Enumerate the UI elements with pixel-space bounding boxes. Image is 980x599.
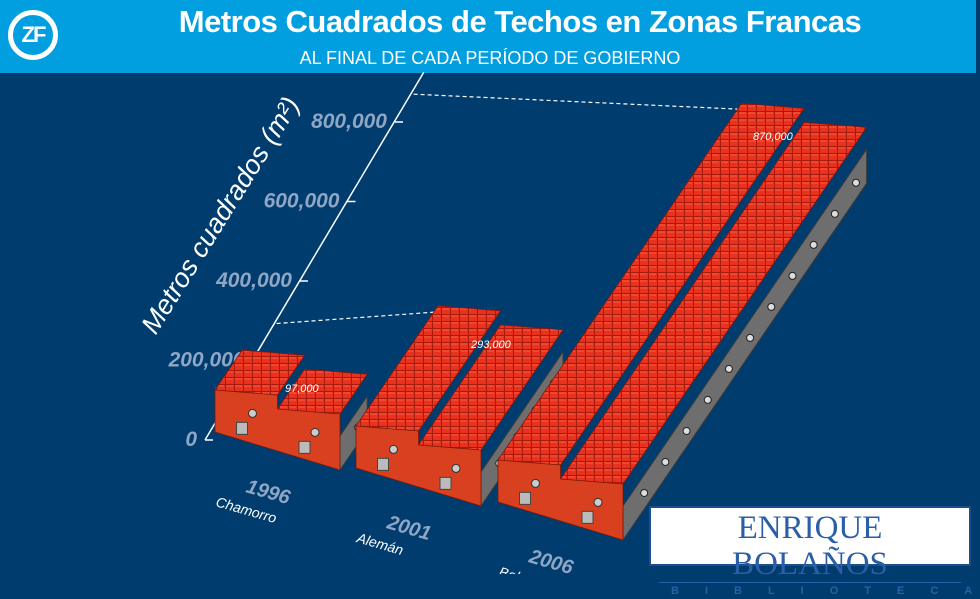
building-1996 xyxy=(214,349,368,472)
reference-line xyxy=(276,311,439,325)
side-porthole xyxy=(767,302,776,311)
y-tick-label: 400,000 xyxy=(215,269,292,292)
porthole xyxy=(248,408,257,418)
side-porthole xyxy=(661,457,670,466)
category-label: 2006 xyxy=(526,545,577,574)
side-porthole xyxy=(703,395,712,404)
side-porthole xyxy=(746,333,755,342)
side-porthole xyxy=(809,240,818,249)
side-porthole xyxy=(640,488,649,497)
porthole xyxy=(310,427,320,437)
side-porthole xyxy=(788,271,797,280)
side-porthole xyxy=(852,178,861,187)
window xyxy=(439,476,452,490)
data-label: 293,000 xyxy=(470,339,512,351)
porthole xyxy=(389,444,398,454)
y-tick-label: 800,000 xyxy=(311,110,387,133)
chart-subtitle: AL FINAL DE CADA PERÍODO DE GOBIERNO xyxy=(299,48,681,68)
window xyxy=(236,421,248,435)
porthole xyxy=(593,497,603,507)
window xyxy=(377,457,389,471)
porthole xyxy=(451,463,461,473)
side-porthole xyxy=(830,209,839,218)
y-tick-label: 600,000 xyxy=(264,190,340,213)
y-tick-label: 200,000 xyxy=(168,349,245,372)
side-porthole xyxy=(682,426,691,435)
zf-logo: ZF xyxy=(8,10,58,60)
data-label: 870,000 xyxy=(753,131,794,143)
header-banner: ZF Metros Cuadrados de Techos en Zonas F… xyxy=(0,0,980,73)
chart-title: Metros Cuadrados de Techos en Zonas Fran… xyxy=(178,4,862,39)
logo-sub: BIBLIOTECA xyxy=(671,585,980,597)
data-label: 97,000 xyxy=(285,383,320,395)
buildings xyxy=(214,102,868,542)
porthole xyxy=(531,478,540,488)
window xyxy=(298,440,311,454)
side-porthole xyxy=(724,364,733,373)
y-tick-label: 0 xyxy=(185,428,197,451)
y-axis-title: Metros cuadrados (m²) xyxy=(135,91,305,338)
enrique-bolanos-logo: ENRIQUE BOLAÑOS BIBLIOTECA xyxy=(649,506,972,597)
logo-name: ENRIQUE BOLAÑOS xyxy=(659,510,961,583)
window xyxy=(581,510,594,524)
window xyxy=(519,491,531,505)
reference-line xyxy=(413,93,742,110)
building-2006 xyxy=(497,102,868,542)
